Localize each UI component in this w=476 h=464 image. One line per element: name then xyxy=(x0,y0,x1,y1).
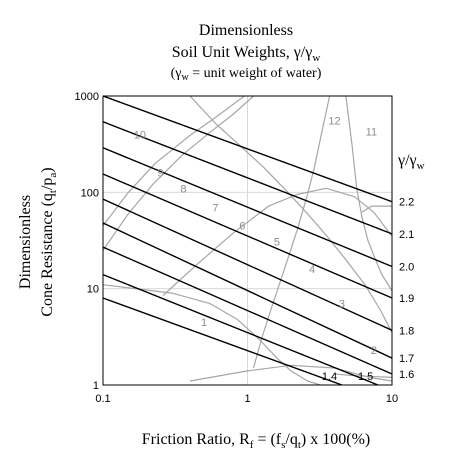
x-tick-label: 10 xyxy=(386,393,398,405)
y-tick-label: 10 xyxy=(87,284,99,296)
unit-weight-labels: 2.2 2.1 2.0 1.9 1.8 1.7 1.6 1.5 1.4 xyxy=(322,197,414,383)
chart-title-line2-sub: w xyxy=(312,52,320,64)
unit-weight-header-main: γ/γ xyxy=(397,152,417,169)
zone-label-3: 3 xyxy=(339,299,345,311)
y-axis-label-pre: Cone Resistance (q xyxy=(39,193,56,317)
x-axis-label-mid2: /q xyxy=(285,431,297,448)
unit-weight-line-1.9 xyxy=(103,173,392,299)
zone-label-2: 2 xyxy=(371,345,377,357)
unit-weight-header: γ/γw xyxy=(397,152,425,172)
unit-weight-line-2.1 xyxy=(103,121,392,235)
unit-weight-header-sub: w xyxy=(417,160,425,172)
grid-lines xyxy=(103,96,392,385)
unit-weight-line-1.7 xyxy=(103,222,392,359)
x-axis-label-mid1: = (f xyxy=(253,431,281,448)
zone-label-1: 1 xyxy=(201,317,207,329)
zone-boundary-curve xyxy=(103,96,254,251)
zone-boundary-curve xyxy=(103,284,321,385)
y-axis-label-sub2: a xyxy=(47,173,59,178)
y-axis-label-sub1: t xyxy=(47,190,59,193)
zone-boundary-curve xyxy=(103,96,245,227)
zone-label-7: 7 xyxy=(212,202,218,214)
chart-subtitle-post: = unit weight of water) xyxy=(189,66,322,81)
zone-boundary-curve xyxy=(361,205,392,213)
unit-weight-line-2.0 xyxy=(103,147,392,268)
unit-weight-line-1.4 xyxy=(103,297,343,385)
zone-boundary-curve xyxy=(162,187,392,296)
unit-weight-label-1.5: 1.5 xyxy=(358,371,373,383)
x-tick-label: 0.1 xyxy=(95,393,110,405)
chart-title: Dimensionless xyxy=(199,22,293,39)
chart-subtitle-pre: (γ xyxy=(171,66,182,81)
y-axis-label-post: ) xyxy=(39,167,56,172)
chart-title-line2-main: Soil Unit Weights, γ/γ xyxy=(172,44,313,61)
plot-frame xyxy=(102,95,393,386)
zone-label-8: 8 xyxy=(180,183,186,195)
unit-weight-line-1.6 xyxy=(103,246,392,375)
chart-subtitle: (γw = unit weight of water) xyxy=(171,66,322,83)
y-axis-label-line2: Cone Resistance (qt/pa) xyxy=(39,167,59,316)
unit-weight-label-2.2: 2.2 xyxy=(399,197,414,209)
y-tick-label: 1000 xyxy=(75,91,99,103)
y-axis-label-line1: Dimensionless xyxy=(17,195,34,289)
zone-boundary-curve xyxy=(189,96,392,333)
unit-weight-label-2.1: 2.1 xyxy=(399,229,414,241)
unit-weight-label-1.9: 1.9 xyxy=(399,293,414,305)
x-axis-label-sub1: f xyxy=(250,439,254,451)
unit-weight-lines xyxy=(103,96,392,385)
zone-boundary-curve xyxy=(252,96,331,369)
y-tick-label: 100 xyxy=(81,187,99,199)
zone-label-10: 10 xyxy=(134,129,146,141)
unit-weight-label-2.0: 2.0 xyxy=(399,261,414,273)
x-axis-label-sub3: t xyxy=(298,439,301,451)
unit-weight-line-2.2 xyxy=(103,96,392,203)
zone-label-9: 9 xyxy=(157,168,163,180)
unit-weight-label-1.6: 1.6 xyxy=(399,369,414,381)
zone-boundary-curve xyxy=(345,96,392,292)
zone-label-5: 5 xyxy=(274,236,280,248)
zone-boundary-curve xyxy=(189,364,392,382)
unit-weight-label-1.7: 1.7 xyxy=(399,353,414,365)
chart-subtitle-sub: w xyxy=(181,72,189,83)
zone-label-12: 12 xyxy=(328,115,340,127)
unit-weight-label-1.8: 1.8 xyxy=(399,325,414,337)
zone-boundaries xyxy=(103,96,392,385)
y-tick-label: 1 xyxy=(93,380,99,392)
zone-label-6: 6 xyxy=(239,221,245,233)
unit-weight-label-1.4: 1.4 xyxy=(322,371,337,383)
chart-title-line2: Soil Unit Weights, γ/γw xyxy=(172,44,321,64)
zone-label-11: 11 xyxy=(366,126,377,138)
unit-weight-line-1.5 xyxy=(103,273,379,385)
x-axis-label-post: ) x 100(%) xyxy=(301,431,370,448)
x-axis-label-sub2: s xyxy=(281,439,285,451)
x-axis-label-pre: Friction Ratio, R xyxy=(142,431,250,448)
x-tick-label: 1 xyxy=(244,393,250,405)
y-axis-label-mid: /p xyxy=(39,178,56,190)
x-axis-label: Friction Ratio, Rf = (fs/qt) x 100(%) xyxy=(142,431,370,451)
unit-weight-line-1.8 xyxy=(103,198,392,331)
zone-label-4: 4 xyxy=(309,264,315,276)
